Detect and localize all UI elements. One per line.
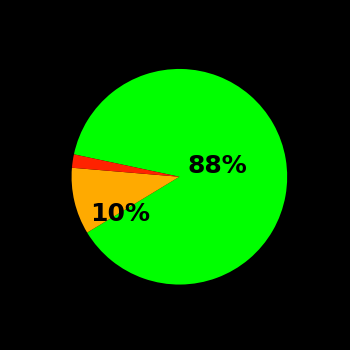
Wedge shape bbox=[74, 69, 287, 285]
Text: 88%: 88% bbox=[187, 154, 247, 178]
Text: 10%: 10% bbox=[90, 203, 150, 226]
Wedge shape bbox=[72, 168, 179, 233]
Wedge shape bbox=[72, 154, 179, 177]
